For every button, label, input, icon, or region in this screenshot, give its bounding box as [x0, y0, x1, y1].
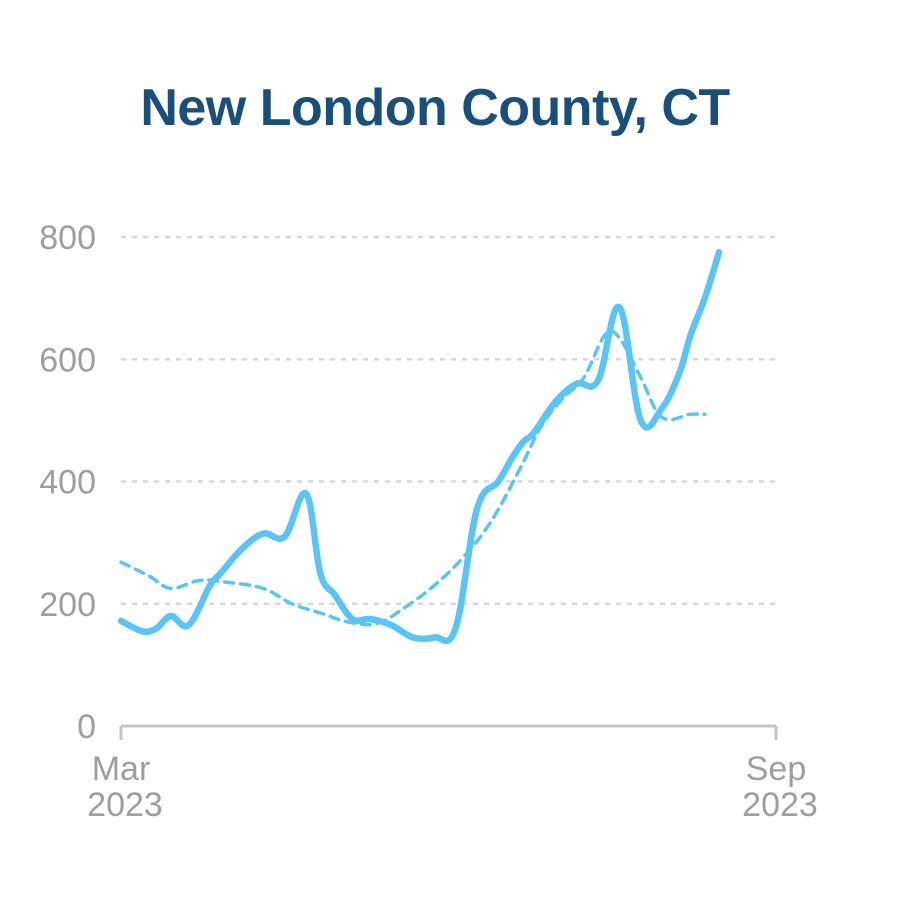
y-tick-label: 800: [39, 219, 96, 257]
y-tick-label: 200: [39, 586, 96, 624]
x-tick-label-month: Mar: [92, 750, 151, 788]
y-tick-label: 0: [77, 708, 96, 746]
series-line-dashed: [119, 328, 707, 627]
axes: [119, 724, 778, 740]
y-tick-label: 600: [39, 341, 96, 379]
gridlines: [121, 235, 776, 605]
x-tick-label-year: 2023: [742, 786, 818, 824]
y-tick-label: 400: [39, 464, 96, 502]
series: [117, 249, 723, 645]
x-tick-label-year: 2023: [87, 786, 163, 824]
series-line-solid: [117, 249, 723, 645]
x-tick-label-month: Sep: [746, 750, 807, 788]
chart-title: New London County, CT: [140, 79, 730, 137]
